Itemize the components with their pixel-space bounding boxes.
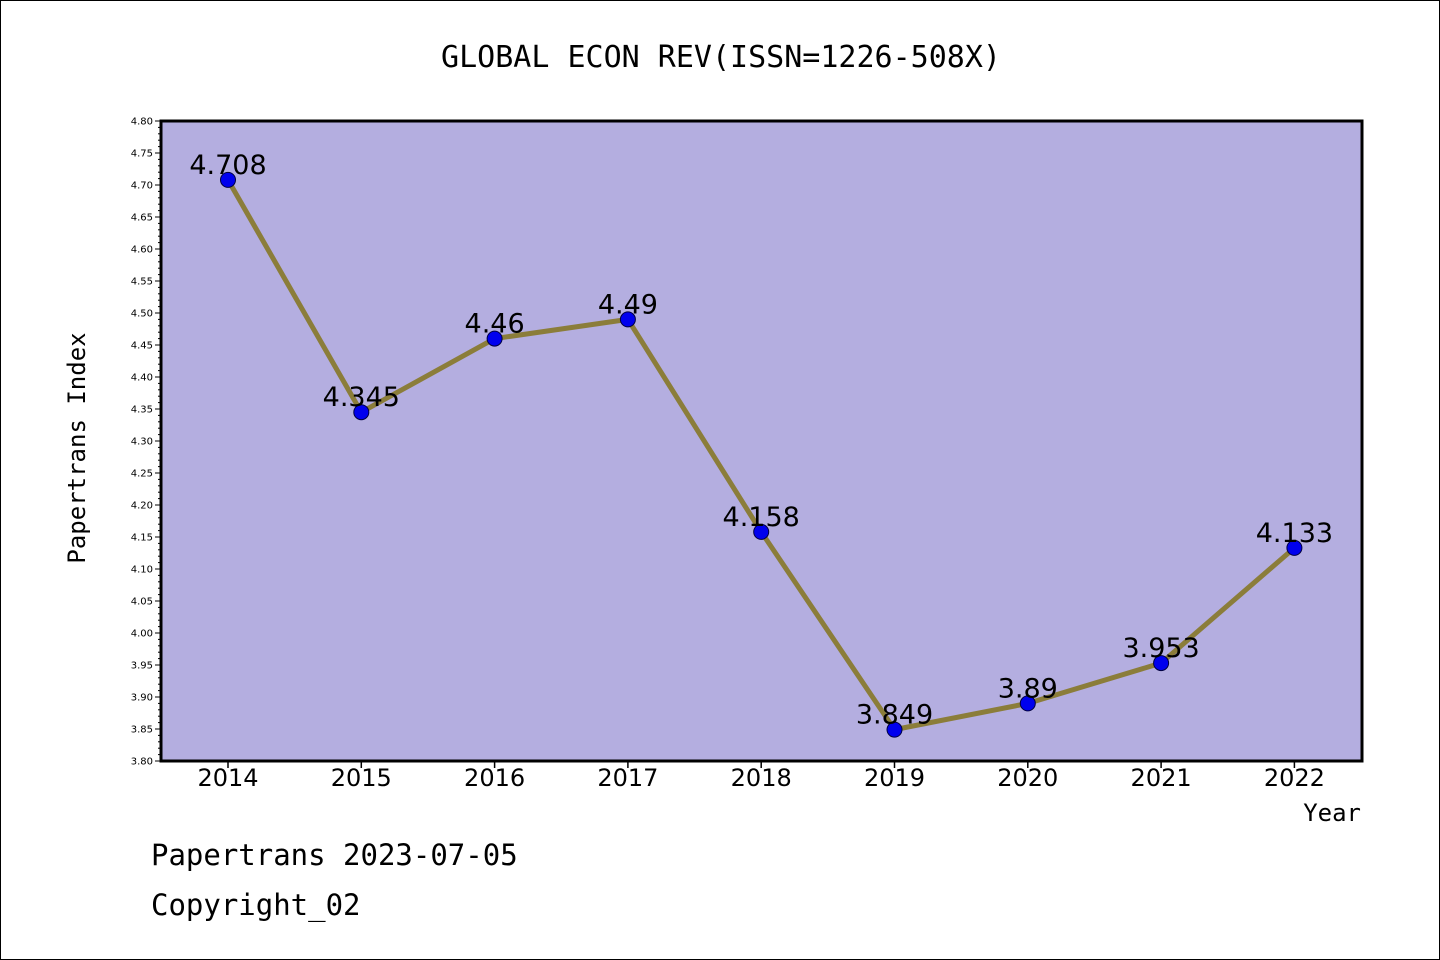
- y-tick-label: 3.90: [131, 693, 153, 704]
- y-tick-label: 4.15: [131, 533, 153, 544]
- y-tick-label: 4.75: [131, 149, 153, 160]
- y-tick-label: 4.65: [131, 213, 153, 224]
- x-axis: 2014 2015 2016 2017 2018 2019 2020 2021 2022: [197, 761, 1325, 792]
- x-tick-label: 2022: [1264, 764, 1325, 792]
- y-tick-label: 4.35: [131, 405, 153, 416]
- x-axis-label: Year: [1303, 799, 1361, 827]
- data-point: [353, 404, 370, 421]
- y-tick-label: 4.40: [131, 373, 153, 384]
- y-tick-label: 3.85: [131, 725, 153, 736]
- footer-date: Papertrans 2023-07-05: [151, 838, 518, 872]
- data-label: 4.46: [465, 309, 525, 340]
- chart-title: GLOBAL ECON REV(ISSN=1226-508X): [441, 40, 1001, 75]
- y-tick-label: 3.80: [131, 757, 153, 768]
- data-label: 4.158: [723, 502, 800, 533]
- plot-area: [159, 119, 1364, 763]
- data-label: 4.133: [1256, 518, 1333, 549]
- x-tick-label: 2021: [1131, 764, 1192, 792]
- data-label: 3.849: [856, 700, 933, 731]
- y-tick-label: 3.95: [131, 661, 153, 672]
- data-label: 3.953: [1122, 633, 1199, 664]
- y-tick-label: 4.20: [131, 501, 153, 512]
- y-tick-label: 4.00: [131, 629, 153, 640]
- y-axis-label: Papertrans Index: [63, 332, 91, 563]
- data-point: [1286, 539, 1303, 556]
- y-tick-label: 4.55: [131, 277, 153, 288]
- x-tick-label: 2020: [997, 764, 1058, 792]
- data-label: 3.89: [998, 673, 1058, 704]
- data-label: 4.49: [598, 289, 658, 320]
- y-tick-label: 4.25: [131, 469, 153, 480]
- x-tick-label: 2017: [597, 764, 658, 792]
- data-point: [486, 330, 503, 347]
- data-point: [1153, 655, 1170, 672]
- y-tick-label: 4.45: [131, 341, 153, 352]
- series-group: 4.708 4.345 4.46 4.49 4.158 3.849 3.89 3.953 4.1…: [189, 150, 1333, 738]
- data-label: 4.708: [189, 150, 266, 181]
- data-point: [619, 311, 636, 328]
- x-tick-label: 2019: [864, 764, 925, 792]
- footer-copyright: Copyright_02: [151, 888, 361, 923]
- y-tick-label: 4.60: [131, 245, 153, 256]
- y-tick-label: 4.30: [131, 437, 153, 448]
- y-axis: 3.80 3.85 3.90 3.95 4.00 4.05 4.10 4.15 4.20 4.25…: [131, 117, 161, 768]
- x-tick-label: 2015: [331, 764, 392, 792]
- x-tick-label: 2016: [464, 764, 525, 792]
- y-tick-label: 4.10: [131, 565, 153, 576]
- y-tick-label: 4.05: [131, 597, 153, 608]
- data-point: [753, 523, 770, 540]
- y-tick-label: 4.80: [131, 117, 153, 128]
- y-tick-label: 4.70: [131, 181, 153, 192]
- y-tick-label: 4.50: [131, 309, 153, 320]
- data-point: [1019, 695, 1036, 712]
- data-label: 4.345: [323, 382, 400, 413]
- x-tick-label: 2014: [197, 764, 258, 792]
- x-tick-label: 2018: [731, 764, 792, 792]
- data-point: [220, 171, 236, 188]
- data-point: [886, 721, 903, 738]
